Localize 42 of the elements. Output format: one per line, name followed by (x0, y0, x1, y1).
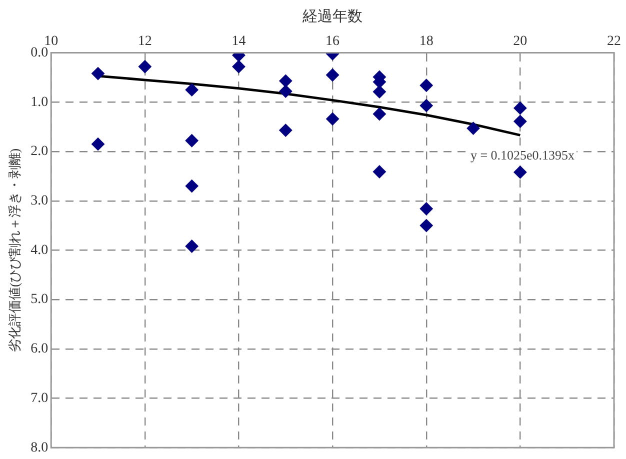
point (279, 74, 292, 88)
point (372, 165, 386, 178)
point (514, 166, 527, 179)
x-tick-label: 22 (607, 34, 621, 50)
y-tick-label: 1.0 (30, 94, 48, 110)
point (232, 60, 246, 74)
point (185, 83, 198, 96)
point (185, 240, 198, 253)
point (326, 68, 340, 82)
point (420, 219, 433, 232)
x-tick-label: 12 (138, 34, 152, 50)
x-tick-label: 18 (419, 34, 434, 50)
point (92, 138, 105, 151)
y-tick-label: 5.0 (30, 292, 48, 308)
point (466, 122, 480, 135)
x-axis-title: 経過年数 (302, 8, 363, 25)
point (514, 102, 527, 115)
y-tick-label: 0.0 (30, 45, 48, 60)
point (372, 85, 386, 98)
x-tick-label: 14 (232, 34, 246, 50)
x-tick-label: 16 (326, 34, 340, 50)
point (420, 78, 433, 92)
x-tick-label: 20 (513, 34, 528, 50)
y-tick-label: 7.0 (30, 390, 48, 406)
point (420, 202, 433, 216)
point (326, 112, 340, 126)
y-tick-label: 6.0 (30, 342, 48, 357)
point (372, 107, 386, 120)
point (92, 67, 105, 80)
y-tick-label: 2.0 (30, 144, 48, 160)
point (514, 114, 527, 128)
y-axis-title: 劣化評価値(ひび割れ＋浮き・剥離) (7, 148, 22, 352)
annotation: y = 0.1025e0.1395x (470, 148, 576, 163)
y-tick-label: 8.0 (30, 440, 48, 456)
point (185, 134, 198, 148)
point (279, 84, 292, 98)
y-tick-label: 4.0 (30, 242, 48, 258)
y-tick-label: 3.0 (30, 194, 48, 209)
point (420, 99, 433, 112)
point (279, 124, 292, 137)
point (185, 180, 198, 193)
point (138, 60, 152, 74)
